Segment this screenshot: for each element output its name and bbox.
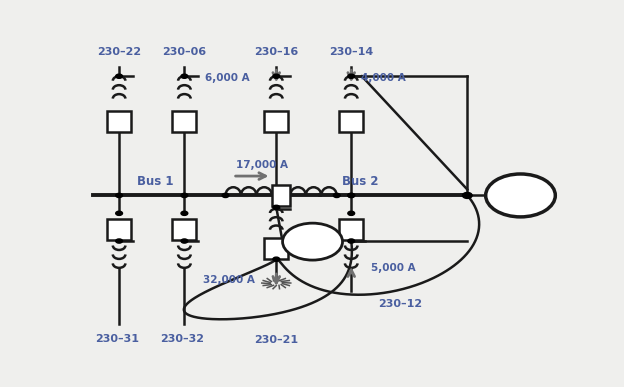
Circle shape xyxy=(273,205,280,209)
Circle shape xyxy=(181,194,188,197)
Circle shape xyxy=(115,239,122,243)
Text: 230–32: 230–32 xyxy=(160,334,204,344)
Bar xyxy=(107,111,131,132)
Circle shape xyxy=(273,74,280,78)
Bar xyxy=(264,111,288,132)
Circle shape xyxy=(115,211,122,216)
Circle shape xyxy=(348,194,354,197)
Circle shape xyxy=(348,239,354,243)
Circle shape xyxy=(333,194,340,197)
Text: 32,000 A: 32,000 A xyxy=(203,275,255,285)
Circle shape xyxy=(485,174,555,217)
Circle shape xyxy=(348,211,354,216)
Circle shape xyxy=(283,223,343,260)
Text: 230–06: 230–06 xyxy=(162,47,207,57)
Circle shape xyxy=(222,194,229,197)
Text: 4,000 A: 4,000 A xyxy=(361,73,406,83)
Text: Bus 2: Bus 2 xyxy=(341,175,378,188)
Bar xyxy=(172,111,197,132)
Text: 230–21: 230–21 xyxy=(254,336,298,346)
Circle shape xyxy=(462,192,472,199)
Circle shape xyxy=(348,74,354,78)
Text: 230–22: 230–22 xyxy=(97,47,141,57)
Text: 17,000 A: 17,000 A xyxy=(236,160,288,170)
Circle shape xyxy=(115,74,122,78)
Bar xyxy=(339,111,363,132)
Text: 230–31: 230–31 xyxy=(95,334,139,344)
Circle shape xyxy=(115,194,122,197)
Circle shape xyxy=(273,257,280,261)
Text: 230–12: 230–12 xyxy=(378,299,422,309)
Text: 50/51: 50/51 xyxy=(502,183,539,196)
Circle shape xyxy=(181,74,188,78)
Bar xyxy=(107,219,131,240)
Circle shape xyxy=(181,239,188,243)
Bar xyxy=(272,185,290,205)
Circle shape xyxy=(348,194,354,197)
Bar xyxy=(172,219,197,240)
Text: 50/51: 50/51 xyxy=(297,236,328,247)
Bar xyxy=(264,238,288,259)
Text: B2: B2 xyxy=(512,195,529,208)
Text: 230–14: 230–14 xyxy=(329,47,373,57)
Text: 6,000 A: 6,000 A xyxy=(205,73,250,83)
Text: 230–16: 230–16 xyxy=(254,47,298,57)
Circle shape xyxy=(181,211,188,216)
Text: Bus 1: Bus 1 xyxy=(137,175,173,188)
Bar xyxy=(339,219,363,240)
Text: 5,000 A: 5,000 A xyxy=(371,264,415,274)
